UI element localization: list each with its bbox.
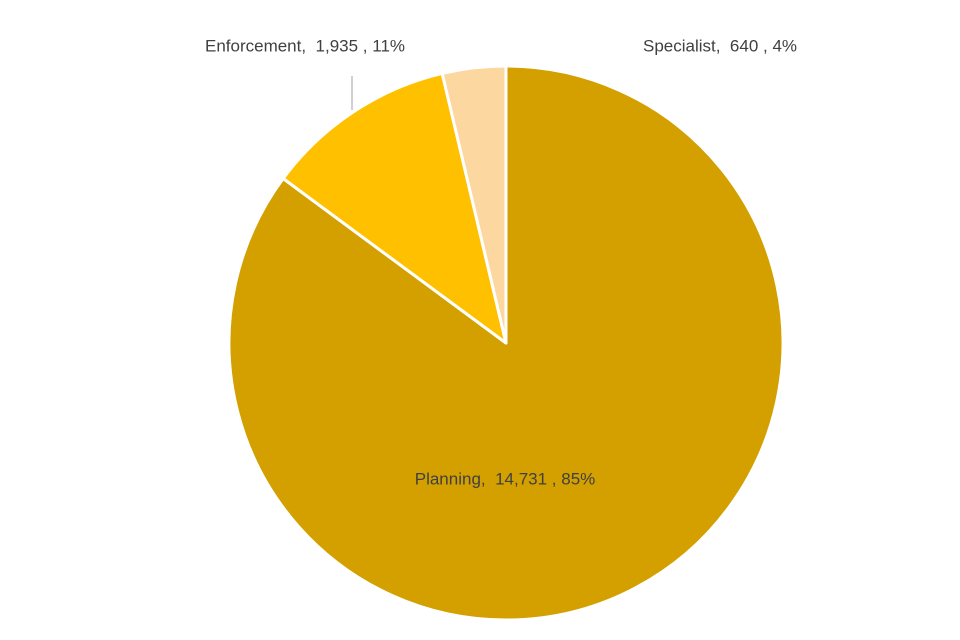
data-label: Specialist, 640 , 4% [643,36,797,55]
pie-slice [281,71,508,345]
pie-slice [440,64,508,345]
data-labels: Planning, 14,731 , 85% Enforcement, 1,935… [205,36,797,488]
pie [227,64,785,622]
data-label: Enforcement, 1,935 , 11% [205,36,405,55]
data-label: Planning, 14,731 , 85% [415,469,596,488]
